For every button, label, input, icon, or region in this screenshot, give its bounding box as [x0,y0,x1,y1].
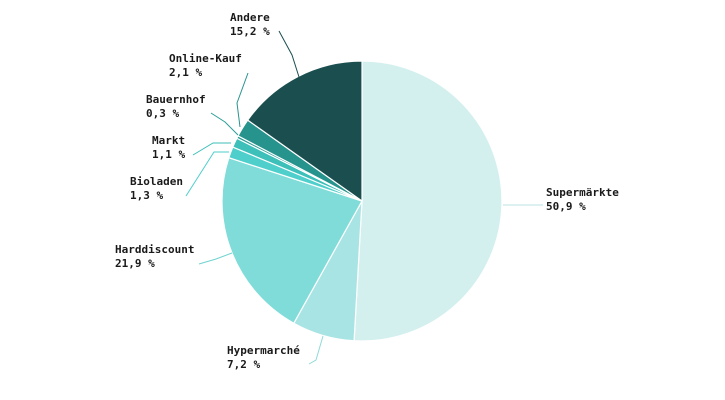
slice-label-bauernhof: Bauernhof [146,93,206,106]
slice-value-markt: 1,1 % [152,148,185,161]
pie-slice-harddiscount [221,156,363,325]
slice-value-superm-rkte: 50,9 % [546,200,586,213]
slice-label-online-kauf: Online-Kauf [169,52,242,65]
slice-value-online-kauf: 2,1 % [169,66,202,79]
slice-label-andere: Andere [230,11,270,24]
pie-slice-andere [246,60,363,203]
slice-value-hypermarch-: 7,2 % [227,358,260,371]
leader-line-hypermarch- [308,335,324,365]
slice-label-bioladen: Bioladen [130,175,183,188]
leader-line-bioladen [185,151,229,197]
slice-label-harddiscount: Harddiscount [115,243,194,256]
slice-value-harddiscount: 21,9 % [115,257,155,270]
pie-slice-superm-rkte [353,60,503,342]
slice-label-superm-rkte: Supermärkte [546,186,619,199]
leader-line-andere [278,30,300,78]
pie-slices [221,60,503,342]
slice-value-bioladen: 1,3 % [130,189,163,202]
leader-line-online-kauf [236,72,249,128]
slice-label-markt: Markt [152,134,185,147]
slice-value-bauernhof: 0,3 % [146,107,179,120]
slice-value-andere: 15,2 % [230,25,270,38]
leader-line-markt [192,142,231,156]
slice-label-hypermarch-: Hypermarché [227,344,300,357]
leader-line-bauernhof [210,112,239,136]
leader-line-harddiscount [198,252,233,265]
